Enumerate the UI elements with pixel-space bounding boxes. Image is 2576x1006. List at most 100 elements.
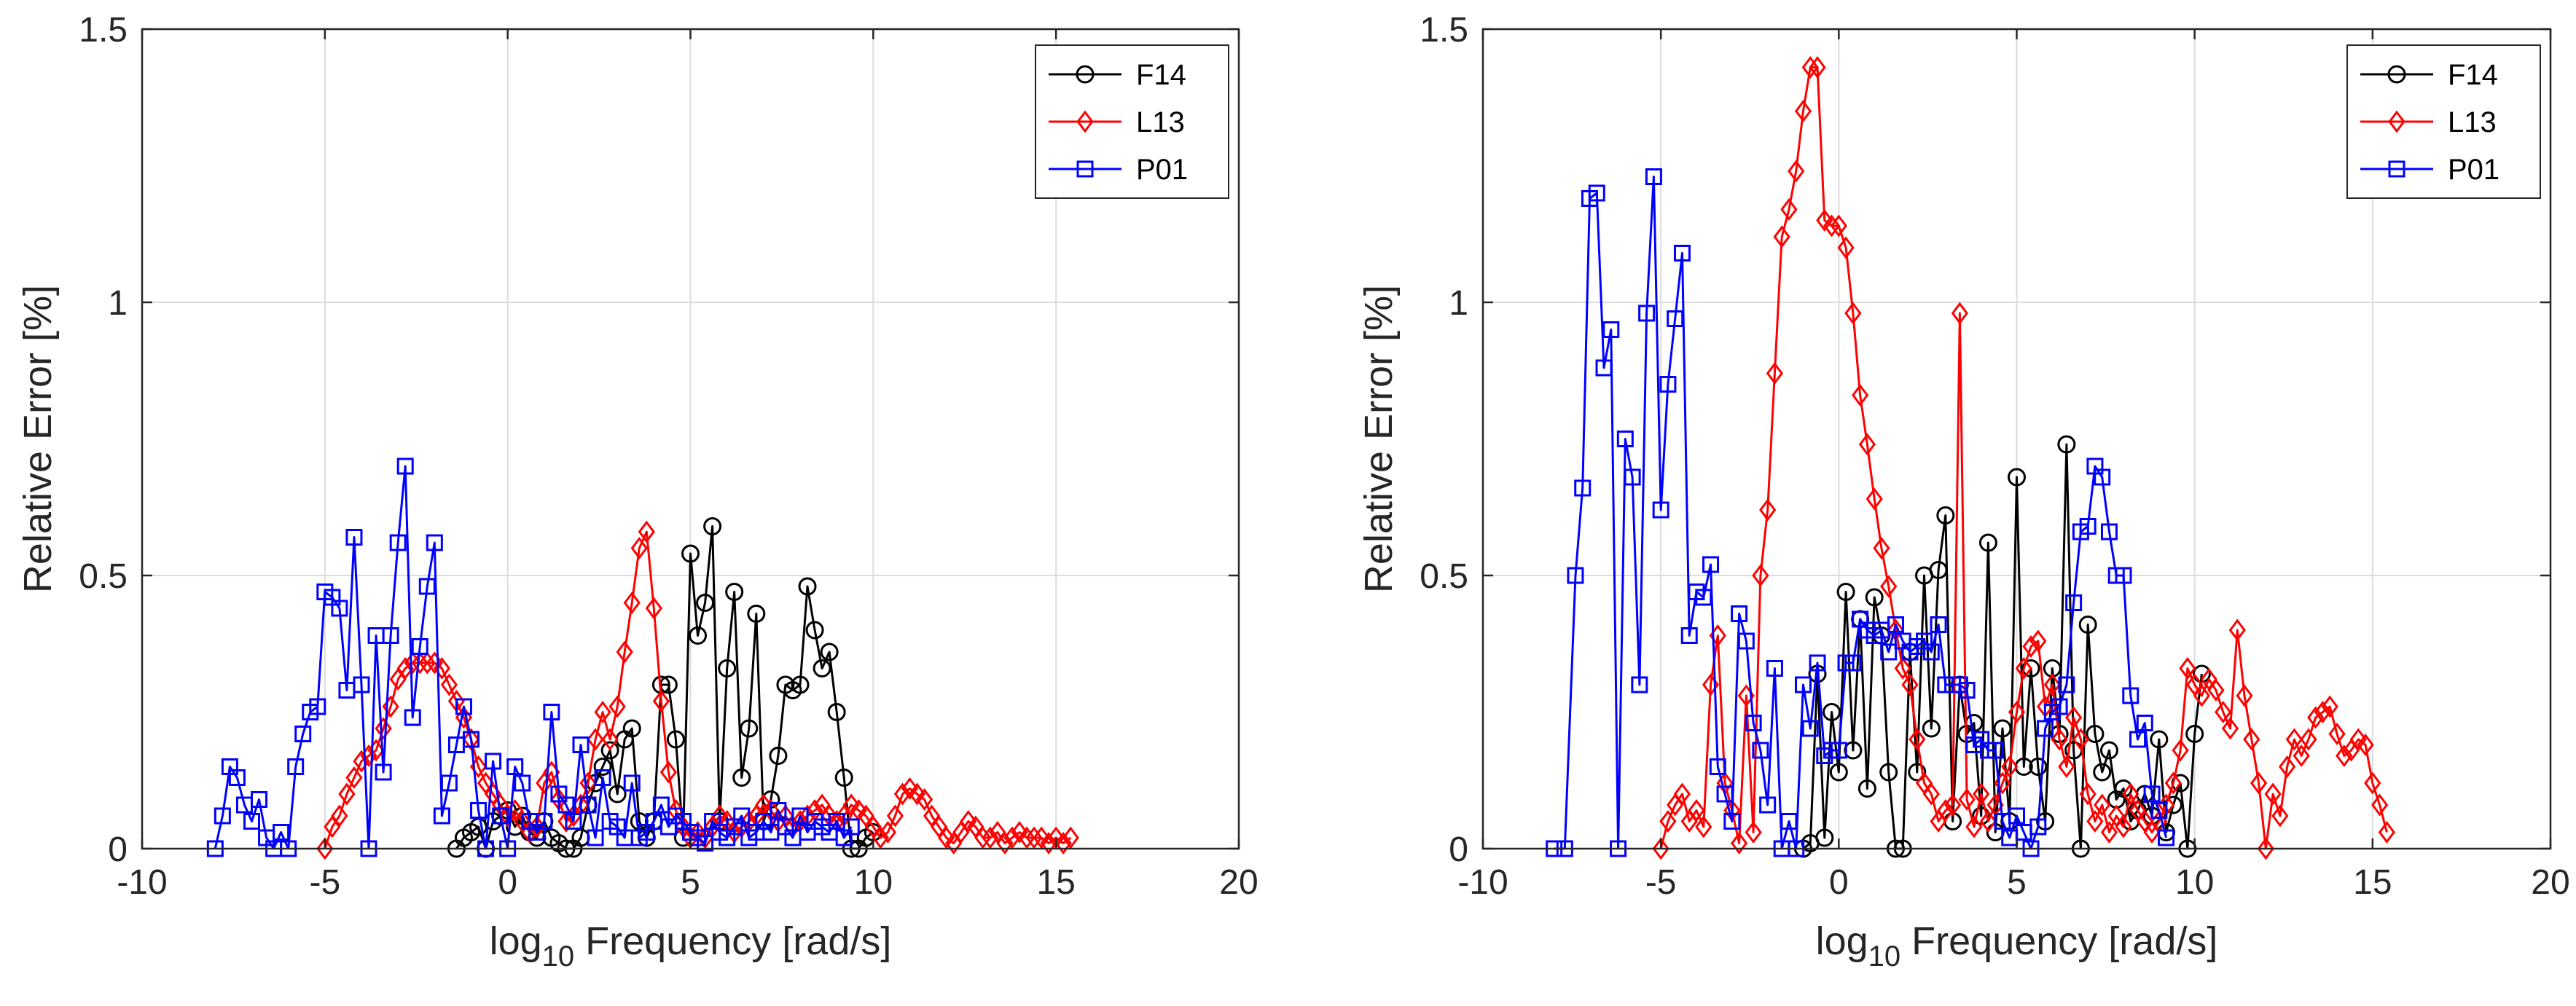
data-point-L13 bbox=[2371, 793, 2389, 817]
legend-marker-L13 bbox=[1076, 110, 1094, 133]
data-point-L13 bbox=[2072, 728, 2090, 751]
data-point-L13 bbox=[915, 788, 933, 811]
series-P01 bbox=[206, 457, 860, 857]
data-point-L13 bbox=[1958, 788, 1976, 811]
data-point-F14 bbox=[1815, 828, 1834, 847]
data-point-P01 bbox=[770, 802, 787, 819]
data-point-L13 bbox=[1830, 214, 1847, 237]
data-point-P01 bbox=[331, 600, 348, 617]
data-point-L13 bbox=[886, 804, 904, 828]
data-point-L13 bbox=[2086, 810, 2104, 833]
data-point-F14 bbox=[1936, 506, 1955, 524]
data-point-L13 bbox=[1951, 302, 1968, 325]
data-point-P01 bbox=[2115, 567, 2132, 584]
data-point-L13 bbox=[2100, 821, 2118, 844]
data-point-L13 bbox=[1794, 100, 1812, 122]
data-point-P01 bbox=[1631, 676, 1648, 693]
data-point-F14 bbox=[608, 785, 627, 803]
data-point-P01 bbox=[1922, 643, 1940, 661]
data-point-F14 bbox=[747, 605, 766, 623]
data-point-L13 bbox=[1018, 826, 1036, 849]
data-point-L13 bbox=[2293, 744, 2310, 767]
data-point-L13 bbox=[893, 782, 912, 806]
y-tick-label: 0.5 bbox=[1420, 557, 1468, 596]
data-point-P01 bbox=[1574, 479, 1592, 497]
legend-marker-F14 bbox=[2387, 65, 2406, 84]
data-point-P01 bbox=[1638, 304, 1656, 322]
data-point-F14 bbox=[740, 719, 759, 738]
data-point-L13 bbox=[608, 695, 626, 718]
data-point-P01 bbox=[2079, 518, 2097, 535]
data-point-L13 bbox=[2015, 657, 2032, 680]
data-point-L13 bbox=[1730, 832, 1748, 854]
data-point-L13 bbox=[2243, 728, 2260, 751]
data-point-L13 bbox=[2257, 837, 2274, 860]
y-tick-label: 0 bbox=[1449, 830, 1468, 869]
data-point-F14 bbox=[725, 583, 744, 601]
data-point-P01 bbox=[1667, 310, 1684, 327]
data-point-P01 bbox=[2100, 523, 2118, 541]
data-point-P01 bbox=[733, 807, 751, 825]
data-point-F14 bbox=[820, 642, 839, 661]
data-point-L13 bbox=[2328, 723, 2346, 745]
data-point-F14 bbox=[2093, 763, 2112, 782]
data-point-L13 bbox=[1688, 799, 1705, 822]
x-axis-label-suffix: Frequency [rad/s] bbox=[1900, 919, 2217, 963]
data-point-L13 bbox=[440, 673, 458, 696]
data-point-P01 bbox=[557, 796, 575, 814]
legend-label-F14: F14 bbox=[2448, 59, 2498, 91]
legend: F14 L13 P01 bbox=[1035, 44, 1229, 199]
data-point-P01 bbox=[1716, 785, 1734, 803]
data-point-F14 bbox=[600, 741, 619, 760]
data-point-P01 bbox=[652, 796, 670, 814]
data-point-P01 bbox=[1624, 468, 1641, 486]
data-point-P01 bbox=[2065, 594, 2083, 611]
data-point-L13 bbox=[938, 826, 955, 849]
data-point-L13 bbox=[1852, 384, 1869, 406]
data-point-F14 bbox=[696, 594, 715, 612]
data-point-L13 bbox=[659, 761, 678, 784]
data-point-P01 bbox=[623, 774, 641, 792]
y-tick-label: 0 bbox=[108, 830, 128, 869]
data-point-L13 bbox=[2043, 673, 2061, 696]
x-tick-label: 20 bbox=[1219, 863, 1258, 902]
data-point-L13 bbox=[2193, 684, 2211, 707]
data-point-F14 bbox=[2029, 758, 2048, 776]
x-tick-label: 5 bbox=[2007, 863, 2027, 902]
x-tick-label: 20 bbox=[2531, 863, 2569, 902]
y-tick-label: 1.5 bbox=[79, 11, 128, 50]
legend-marker-L13 bbox=[2388, 110, 2405, 133]
data-point-P01 bbox=[228, 769, 246, 786]
data-point-L13 bbox=[594, 701, 611, 723]
data-point-L13 bbox=[418, 651, 436, 675]
data-point-F14 bbox=[2008, 468, 2026, 487]
data-point-P01 bbox=[440, 774, 458, 792]
data-point-L13 bbox=[2228, 618, 2246, 642]
data-point-P01 bbox=[1752, 742, 1769, 759]
data-point-F14 bbox=[622, 719, 641, 738]
data-point-F14 bbox=[1993, 719, 2012, 738]
x-tick-label: 0 bbox=[1829, 863, 1849, 902]
data-point-F14 bbox=[593, 758, 612, 776]
data-point-F14 bbox=[2192, 664, 2211, 683]
data-point-L13 bbox=[2051, 728, 2068, 751]
data-point-L13 bbox=[2115, 815, 2132, 838]
data-point-P01 bbox=[1830, 742, 1847, 759]
legend-marker-P01 bbox=[1076, 160, 1094, 178]
data-point-P01 bbox=[485, 752, 502, 770]
data-point-P01 bbox=[579, 796, 597, 814]
data-point-L13 bbox=[1816, 209, 1833, 232]
data-point-P01 bbox=[1588, 184, 1605, 202]
data-point-L13 bbox=[960, 810, 977, 833]
data-point-P01 bbox=[1652, 501, 1669, 519]
series-line-P01 bbox=[1554, 176, 2168, 850]
data-point-L13 bbox=[1965, 815, 1983, 838]
data-point-F14 bbox=[1879, 763, 1898, 782]
data-point-L13 bbox=[404, 651, 421, 675]
data-point-L13 bbox=[901, 777, 919, 800]
data-point-P01 bbox=[1844, 654, 1862, 672]
data-point-L13 bbox=[872, 826, 889, 849]
data-point-L13 bbox=[1880, 575, 1898, 598]
y-tick-label: 1 bbox=[108, 284, 128, 323]
